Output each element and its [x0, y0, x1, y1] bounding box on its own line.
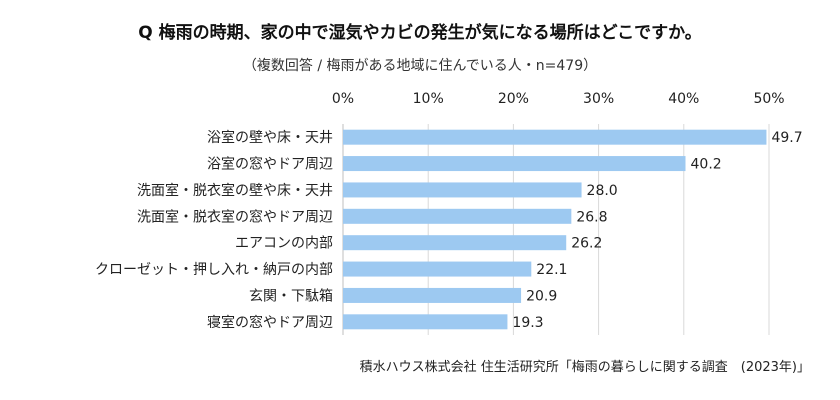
x-tick-label: 20% — [498, 91, 529, 107]
category-label: 洗面室・脱衣室の壁や床・天井 — [137, 182, 333, 199]
bar — [343, 314, 508, 330]
data-label: 26.8 — [576, 209, 607, 225]
category-label: 寝室の窓やドア周辺 — [207, 314, 333, 331]
bar — [343, 182, 582, 198]
data-label: 40.2 — [691, 157, 722, 173]
data-label: 28.0 — [587, 183, 618, 199]
x-tick-label: 40% — [668, 91, 699, 107]
category-label: エアコンの内部 — [235, 236, 333, 252]
bar — [343, 156, 686, 172]
x-tick-label: 10% — [413, 91, 444, 107]
data-label: 22.1 — [536, 262, 567, 278]
chart-title: Q 梅雨の時期、家の中で湿気やカビの発生が気になる場所はどこですか。 — [138, 23, 702, 43]
data-label: 20.9 — [526, 288, 557, 304]
x-tick-label: 50% — [753, 91, 784, 107]
bar — [343, 261, 532, 277]
category-label: 洗面室・脱衣室の窓やドア周辺 — [137, 208, 333, 225]
x-tick-label: 30% — [583, 91, 614, 107]
data-label: 49.7 — [771, 130, 802, 146]
category-label: 浴室の窓やドア周辺 — [207, 156, 333, 173]
bar — [343, 208, 572, 224]
category-label: クローゼット・押し入れ・納戸の内部 — [95, 262, 333, 278]
source-note: 積水ハウス株式会社 住生活研究所「梅雨の暮らしに関する調査 (2023年)」 — [359, 360, 810, 375]
chart-subtitle: （複数回答 / 梅雨がある地域に住んでいる人・n=479） — [242, 58, 598, 74]
x-tick-label: 0% — [332, 91, 354, 107]
data-label: 19.3 — [512, 315, 543, 331]
data-label: 26.2 — [571, 236, 602, 252]
bar — [343, 129, 767, 145]
category-label: 玄関・下駄箱 — [249, 287, 333, 304]
bar — [343, 235, 567, 251]
category-label: 浴室の壁や床・天井 — [207, 129, 333, 146]
bar — [343, 287, 522, 303]
